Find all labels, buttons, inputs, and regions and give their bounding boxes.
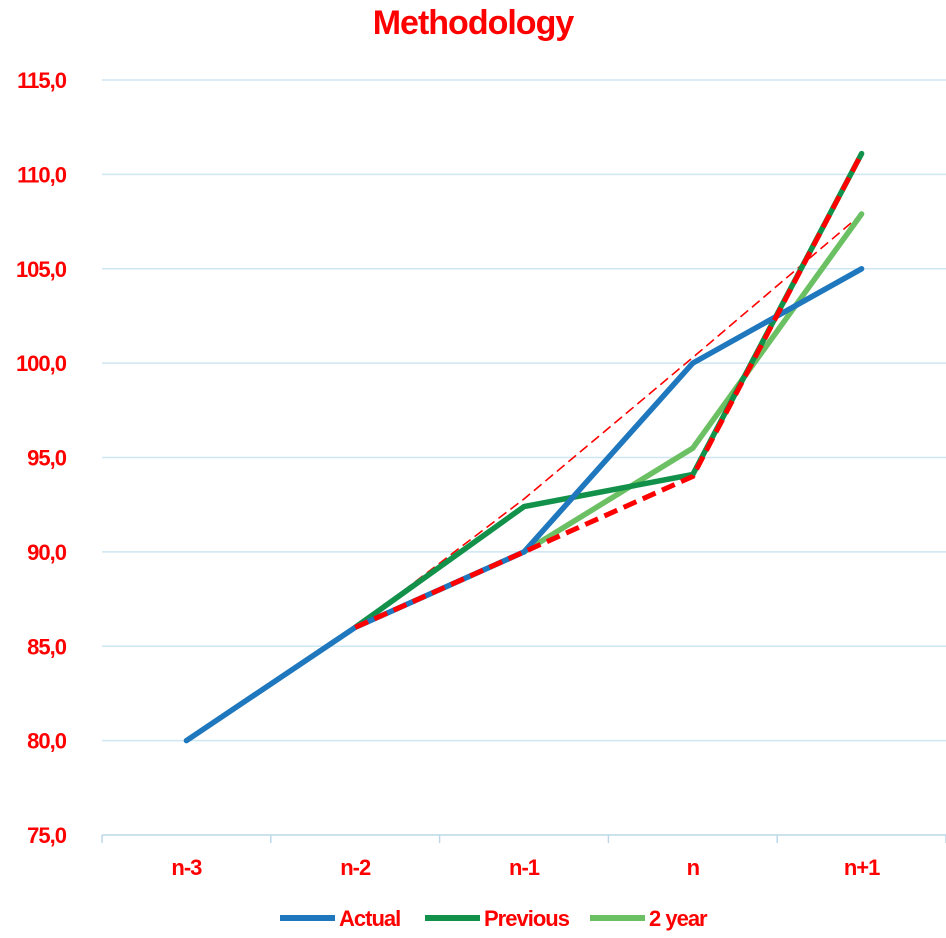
y-tick-label: 85,0 bbox=[27, 634, 67, 659]
x-axis: n-3 n-2 n-1 n n+1 bbox=[101, 834, 946, 880]
x-tick-label: n-2 bbox=[340, 855, 371, 880]
y-tick-label: 115,0 bbox=[17, 68, 67, 93]
legend-label: Actual bbox=[339, 906, 400, 931]
y-tick-label: 90,0 bbox=[27, 540, 67, 565]
gridlines bbox=[102, 79, 946, 742]
y-tick-label: 95,0 bbox=[27, 446, 67, 471]
y-tick-label: 100,0 bbox=[16, 351, 67, 376]
legend-label: Previous bbox=[484, 906, 570, 931]
series-line bbox=[521, 211, 865, 555]
x-tick-label: n+1 bbox=[844, 855, 880, 880]
y-tick-label: 110,0 bbox=[17, 162, 67, 187]
series-line bbox=[183, 266, 865, 744]
x-tick-label: n-1 bbox=[509, 855, 540, 880]
legend-label: 2 year bbox=[649, 906, 708, 931]
y-tick-label: 75,0 bbox=[27, 823, 67, 848]
y-axis: 75,0 80,0 85,0 90,0 95,0 100,0 105,0 110,0 115,0 bbox=[16, 68, 68, 848]
series-line bbox=[352, 150, 865, 631]
annotation-line-thin bbox=[354, 213, 863, 629]
annotation-line-thick bbox=[354, 152, 864, 630]
x-tick-label: n-3 bbox=[171, 855, 202, 880]
series-lines bbox=[183, 150, 865, 744]
annotation-lines bbox=[354, 213, 863, 629]
y-tick-label: 80,0 bbox=[27, 729, 67, 754]
chart-title: Methodology bbox=[372, 4, 575, 42]
y-tick-label: 105,0 bbox=[16, 257, 67, 282]
x-tick-label: n bbox=[687, 855, 700, 880]
legend: Actual Previous 2 year bbox=[280, 906, 709, 931]
